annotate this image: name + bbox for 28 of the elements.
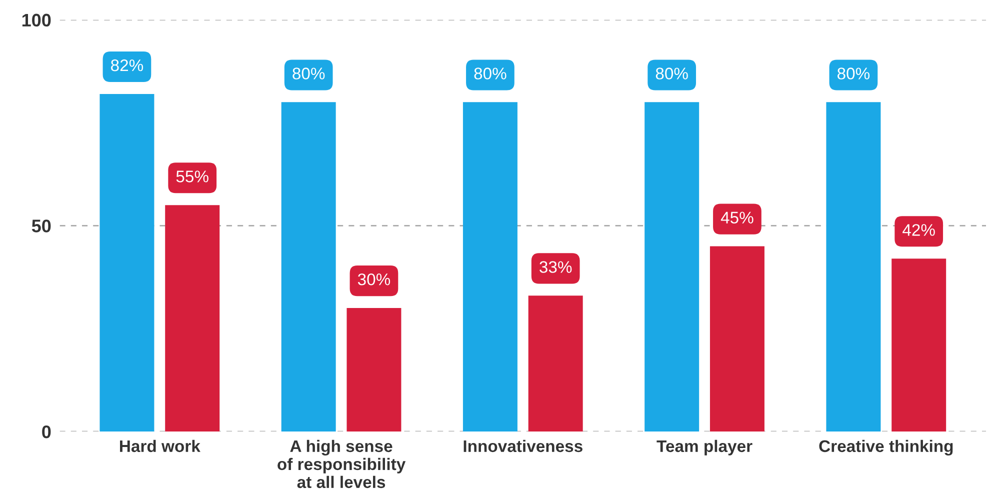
bar [346,308,402,432]
bar [528,296,583,432]
x-tick-label: A high sense of responsibility at all levels [278,440,406,488]
data-label: 80% [656,68,688,80]
data-label: 82% [111,59,144,72]
bar [165,205,220,432]
data-label: 30% [358,273,390,286]
data-label: 45% [720,212,754,224]
bar [892,258,946,432]
bar [281,102,336,432]
x-tick-label: Creative thinking [819,440,953,456]
x-tick-label: Hard work [120,440,200,452]
y-tick-label: 100 [22,14,51,27]
bar [826,102,881,432]
x-tick-label: Team player [656,440,752,456]
bar [710,246,764,432]
bar [644,102,700,432]
data-label: 80% [838,68,870,80]
y-tick-label: 50 [32,220,51,232]
x-tick-label: Innovativeness [464,440,582,452]
data-label: 33% [540,261,572,273]
bar [462,102,518,432]
data-label: 80% [474,68,506,80]
data-label: 42% [902,224,935,236]
y-tick-label: 0 [42,425,51,438]
data-label: 80% [292,68,325,80]
bar [100,94,154,432]
data-label: 55% [176,170,208,182]
